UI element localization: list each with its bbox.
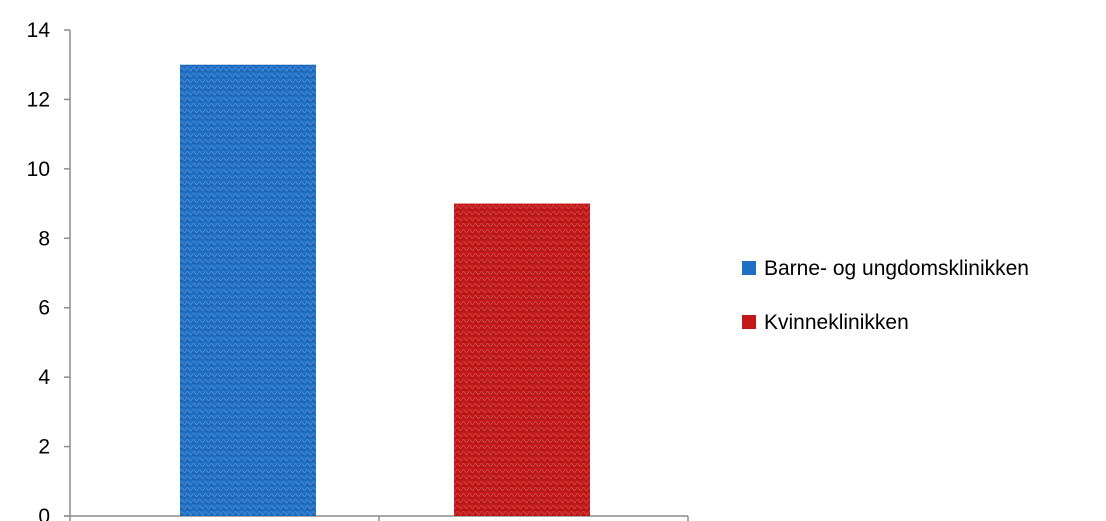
bar-texture (180, 64, 316, 516)
axis-layer: 0 2 4 6 8 10 12 14 (27, 19, 689, 521)
y-tick-label: 12 (27, 88, 50, 111)
legend-swatch (742, 315, 756, 329)
y-tick-label: 0 (38, 505, 50, 521)
legend: Barne- og ungdomsklinikken Kvinneklinikke… (742, 257, 1029, 334)
legend-label: Kvinneklinikken (764, 311, 909, 334)
legend-swatch (742, 261, 756, 275)
bar-texture (454, 203, 590, 517)
y-tick-label: 8 (38, 227, 50, 250)
y-tick-label: 4 (38, 366, 50, 389)
legend-item: Barne- og ungdomsklinikken (742, 257, 1029, 280)
bar-1 (180, 64, 316, 516)
y-tick-label: 2 (38, 436, 50, 459)
y-tick-label: 6 (38, 297, 50, 320)
legend-label: Barne- og ungdomsklinikken (764, 257, 1029, 280)
bar-2 (454, 203, 590, 517)
bar-layer (180, 64, 590, 517)
y-tick-label: 14 (27, 19, 51, 42)
y-tick-label: 10 (27, 158, 50, 181)
legend-item: Kvinneklinikken (742, 311, 909, 334)
